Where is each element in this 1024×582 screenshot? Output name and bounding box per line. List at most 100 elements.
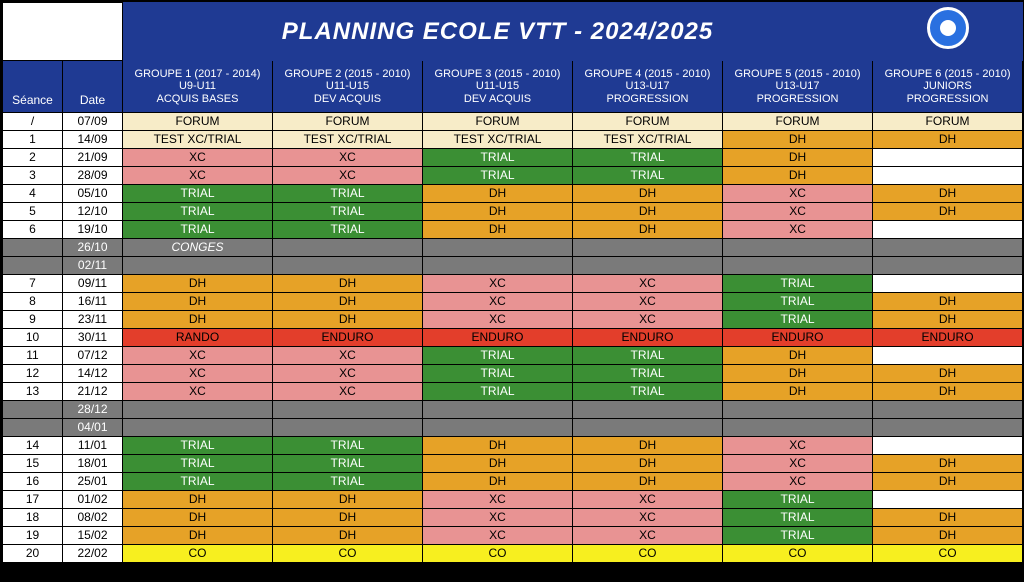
activity-cell: TRIAL — [273, 221, 423, 239]
group-line: DEV ACQUIS — [314, 93, 381, 105]
activity-cell: DH — [123, 311, 273, 329]
activity-cell: TEST XC/TRIAL — [423, 131, 573, 149]
activity-cell: DH — [873, 383, 1023, 401]
seance-cell: 16 — [3, 473, 63, 491]
date-cell: 23/11 — [63, 311, 123, 329]
table-row: 328/09XCXCTRIALTRIALDH — [3, 167, 1023, 185]
club-logo-icon — [927, 7, 969, 49]
date-cell: 22/02 — [63, 545, 123, 563]
activity-cell: DH — [573, 455, 723, 473]
seance-cell: 10 — [3, 329, 63, 347]
table-row: 28/12 — [3, 401, 1023, 419]
activity-cell — [423, 419, 573, 437]
activity-cell: DH — [273, 509, 423, 527]
table-row: 816/11DHDHXCXCTRIALDH — [3, 293, 1023, 311]
activity-cell: DH — [723, 167, 873, 185]
activity-cell — [273, 401, 423, 419]
activity-cell: XC — [123, 365, 273, 383]
col-header-group-5: GROUPE 5 (2015 - 2010) U13-U17 PROGRESSI… — [723, 61, 873, 113]
table-row: 1808/02DHDHXCXCTRIALDH — [3, 509, 1023, 527]
activity-cell: ENDURO — [573, 329, 723, 347]
date-cell: 30/11 — [63, 329, 123, 347]
activity-cell: DH — [423, 437, 573, 455]
seance-cell: 9 — [3, 311, 63, 329]
table-body: /07/09FORUMFORUMFORUMFORUMFORUMFORUM114/… — [3, 113, 1023, 563]
activity-cell: TRIAL — [573, 347, 723, 365]
activity-cell — [873, 221, 1023, 239]
seance-cell: 18 — [3, 509, 63, 527]
activity-cell: TRIAL — [723, 311, 873, 329]
activity-cell: FORUM — [273, 113, 423, 131]
activity-cell: XC — [123, 347, 273, 365]
activity-cell: DH — [873, 509, 1023, 527]
group-line: ACQUIS BASES — [157, 93, 239, 105]
seance-cell: 2 — [3, 149, 63, 167]
group-line: GROUPE 6 (2015 - 2010) — [885, 68, 1011, 80]
date-cell: 12/10 — [63, 203, 123, 221]
activity-cell — [873, 347, 1023, 365]
activity-cell: CO — [723, 545, 873, 563]
col-header-group-3: GROUPE 3 (2015 - 2010) U11-U15 DEV ACQUI… — [423, 61, 573, 113]
activity-cell: DH — [123, 275, 273, 293]
activity-cell: TRIAL — [573, 365, 723, 383]
activity-cell: DH — [423, 203, 573, 221]
activity-cell: TRIAL — [273, 437, 423, 455]
table-row: 1321/12XCXCTRIALTRIALDHDH — [3, 383, 1023, 401]
activity-cell: DH — [123, 509, 273, 527]
activity-cell: XC — [273, 383, 423, 401]
table-row: 04/01 — [3, 419, 1023, 437]
activity-cell: XC — [573, 311, 723, 329]
activity-cell: DH — [423, 473, 573, 491]
seance-cell — [3, 401, 63, 419]
seance-cell: 11 — [3, 347, 63, 365]
group-line: PROGRESSION — [607, 93, 689, 105]
activity-cell: DH — [873, 311, 1023, 329]
date-cell: 02/11 — [63, 257, 123, 275]
table-row: 405/10TRIALTRIALDHDHXCDH — [3, 185, 1023, 203]
date-cell: 21/12 — [63, 383, 123, 401]
activity-cell: TRIAL — [423, 149, 573, 167]
activity-cell — [423, 401, 573, 419]
activity-cell — [873, 491, 1023, 509]
activity-cell: XC — [123, 149, 273, 167]
activity-cell: FORUM — [573, 113, 723, 131]
seance-cell: 1 — [3, 131, 63, 149]
table-row: 114/09TEST XC/TRIALTEST XC/TRIALTEST XC/… — [3, 131, 1023, 149]
activity-cell — [573, 257, 723, 275]
date-cell: 14/09 — [63, 131, 123, 149]
activity-cell — [273, 239, 423, 257]
activity-cell: CO — [423, 545, 573, 563]
date-cell: 11/01 — [63, 437, 123, 455]
group-line: PROGRESSION — [757, 93, 839, 105]
group-line: PROGRESSION — [907, 93, 989, 105]
activity-cell: TRIAL — [573, 383, 723, 401]
seance-cell: 6 — [3, 221, 63, 239]
activity-cell: TRIAL — [123, 221, 273, 239]
date-cell: 05/10 — [63, 185, 123, 203]
activity-cell: TRIAL — [723, 275, 873, 293]
group-line: GROUPE 4 (2015 - 2010) — [585, 68, 711, 80]
activity-cell: TRIAL — [573, 167, 723, 185]
col-header-group-1: GROUPE 1 (2017 - 2014) U9-U11 ACQUIS BAS… — [123, 61, 273, 113]
group-line: U9-U11 — [179, 80, 216, 92]
activity-cell: TEST XC/TRIAL — [123, 131, 273, 149]
activity-cell — [873, 401, 1023, 419]
activity-cell: DH — [423, 185, 573, 203]
activity-cell — [273, 257, 423, 275]
activity-cell: CO — [123, 545, 273, 563]
activity-cell: TRIAL — [123, 185, 273, 203]
table-row: 1107/12XCXCTRIALTRIALDH — [3, 347, 1023, 365]
activity-cell: XC — [123, 167, 273, 185]
activity-cell: DH — [573, 473, 723, 491]
seance-cell: 17 — [3, 491, 63, 509]
date-cell: 18/01 — [63, 455, 123, 473]
seance-cell: 13 — [3, 383, 63, 401]
activity-cell — [423, 257, 573, 275]
activity-cell — [873, 149, 1023, 167]
activity-cell: DH — [273, 275, 423, 293]
table-row: 1701/02DHDHXCXCTRIAL — [3, 491, 1023, 509]
activity-cell — [423, 239, 573, 257]
table-row: 1915/02DHDHXCXCTRIALDH — [3, 527, 1023, 545]
activity-cell: DH — [873, 203, 1023, 221]
activity-cell: TRIAL — [273, 455, 423, 473]
